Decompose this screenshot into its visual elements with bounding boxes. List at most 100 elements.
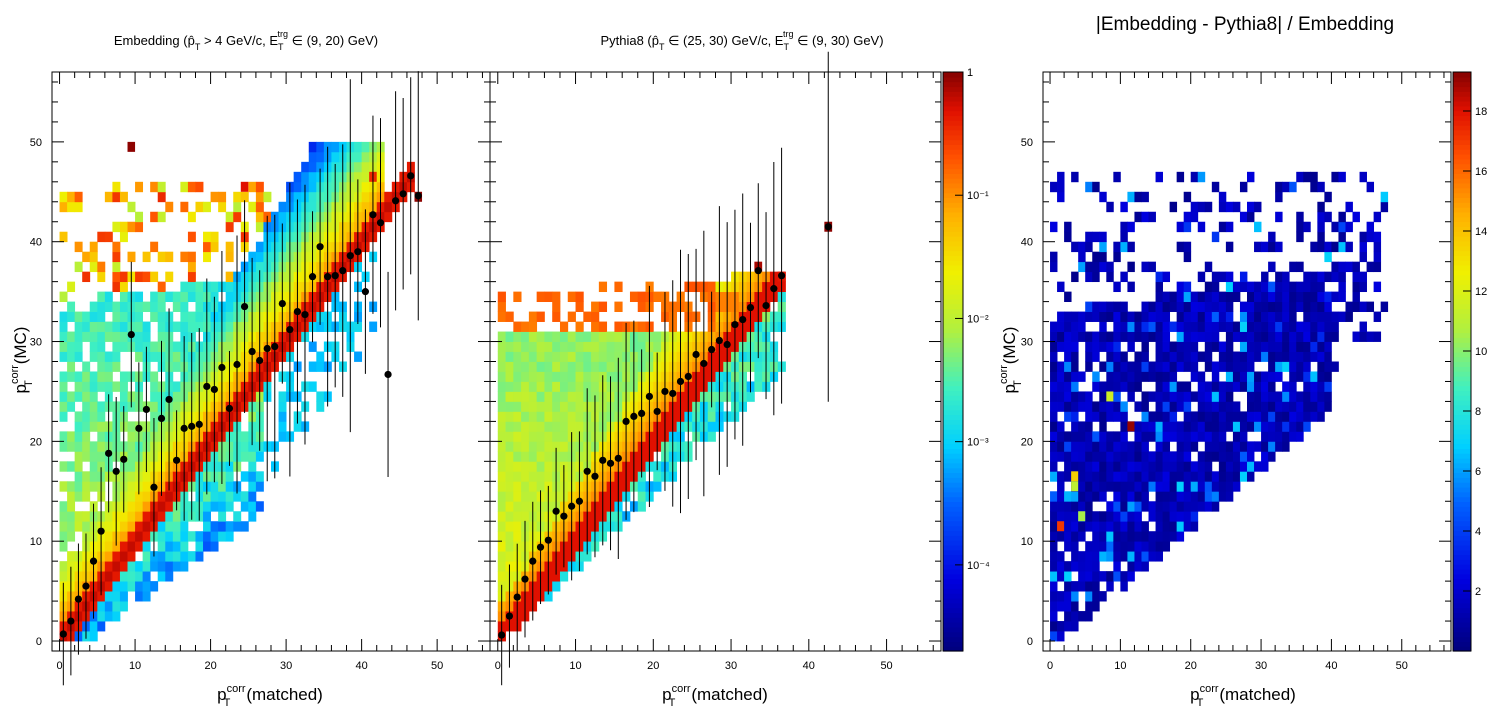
- heatmap-cell: [505, 431, 514, 442]
- ratio-cell: [1078, 461, 1086, 472]
- ratio-cell: [1155, 391, 1163, 402]
- ratio-cell: [1289, 261, 1297, 273]
- heatmap-cell: [59, 511, 68, 522]
- heatmap-cell: [104, 601, 113, 612]
- heatmap-cell: [505, 541, 514, 552]
- ratio-cell: [1127, 281, 1135, 293]
- heatmap-cell: [218, 201, 227, 213]
- ratio-cell: [1247, 421, 1255, 432]
- ratio-colorbar-band: [1453, 347, 1471, 353]
- ratio-cell: [1324, 251, 1332, 263]
- ratio-cell: [1092, 261, 1100, 273]
- heatmap-cell: [135, 271, 144, 283]
- ratio-cell: [1268, 411, 1276, 422]
- ratio-cell: [1268, 381, 1276, 392]
- ratio-cell: [1324, 391, 1332, 402]
- profile-point: [653, 407, 661, 416]
- ratio-cell: [1317, 311, 1325, 322]
- ratio-cell: [1176, 441, 1185, 452]
- ratio-cell: [1296, 291, 1304, 303]
- y-tick-label: 50: [1021, 137, 1033, 149]
- ratio-cell: [1078, 531, 1086, 542]
- heatmap-cell: [112, 571, 121, 582]
- heatmap-cell: [552, 301, 561, 312]
- heatmap-cell: [180, 201, 189, 213]
- ratio-cell: [1155, 401, 1163, 412]
- heatmap-cell: [74, 411, 83, 422]
- profile-point: [248, 347, 256, 356]
- heatmap-cell: [559, 571, 569, 582]
- ratio-cell: [1239, 431, 1248, 442]
- heatmap-cell: [74, 421, 83, 432]
- heatmap-cell: [528, 341, 538, 352]
- heatmap-cell: [278, 201, 287, 213]
- ratio-cell: [1268, 311, 1276, 322]
- ratio-cell: [1148, 371, 1156, 382]
- ratio-cell: [1148, 321, 1156, 332]
- pythia8-colorbar-tick-label: 1: [967, 67, 973, 79]
- heatmap-cell: [497, 401, 506, 412]
- ratio-cell: [1092, 531, 1100, 542]
- ratio-colorbar-band: [1453, 477, 1471, 483]
- heatmap-cell: [528, 401, 538, 412]
- ratio-cell: [1373, 261, 1382, 273]
- profile-point: [324, 273, 332, 281]
- heatmap-cell: [528, 461, 538, 472]
- ratio-cell: [1197, 171, 1206, 183]
- heatmap-cell: [513, 481, 522, 492]
- heatmap-cell: [165, 561, 174, 572]
- ratio-cell: [1106, 311, 1114, 322]
- profile-point: [233, 360, 241, 369]
- ratio-cell: [1141, 321, 1149, 332]
- ratio-cell: [1183, 401, 1192, 412]
- ratio-cell: [1324, 361, 1332, 372]
- ratio-cell: [1155, 451, 1163, 462]
- ratio-cell: [1239, 321, 1248, 332]
- heatmap-cell: [521, 321, 530, 332]
- heatmap-cell: [59, 191, 68, 203]
- ratio-cell: [1310, 411, 1318, 422]
- ratio-cell: [1373, 251, 1382, 263]
- ratio-cell: [1148, 211, 1156, 223]
- ratio-colorbar-band: [1453, 240, 1471, 247]
- ratio-cell: [1225, 321, 1234, 332]
- ratio-cell: [1141, 451, 1149, 462]
- ratio-cell: [1331, 241, 1339, 253]
- ratio-cell: [1218, 471, 1227, 482]
- ratio-cell: [1050, 451, 1058, 462]
- ratio-cell: [1099, 241, 1107, 253]
- ratio-cell: [1113, 451, 1121, 462]
- ratio-cell: [1204, 471, 1213, 482]
- pythia8-colorbar-band: [943, 168, 963, 174]
- heatmap-cell: [150, 211, 159, 223]
- pythia8-colorbar-band: [943, 72, 963, 78]
- ratio-cell: [1092, 511, 1100, 522]
- ratio-cell: [1113, 501, 1121, 512]
- heatmap-cell: [195, 291, 204, 303]
- ratio-cell: [1373, 231, 1382, 243]
- heatmap-cell: [536, 381, 545, 392]
- heatmap-cell: [536, 311, 545, 322]
- ratio-cell: [1071, 321, 1079, 332]
- embedding-y-label: pcorr T(MC): [9, 327, 35, 394]
- ratio-cell: [1197, 411, 1206, 422]
- ratio-cell: [1113, 251, 1121, 263]
- ratio-cell: [1261, 281, 1269, 293]
- ratio-cell: [1204, 391, 1213, 402]
- x-tick-label: 20: [204, 660, 216, 672]
- ratio-cell: [1085, 481, 1093, 492]
- ratio-cell: [1232, 361, 1241, 372]
- ratio-cell: [1296, 421, 1304, 432]
- heatmap-cell: [172, 381, 181, 392]
- heatmap-cell: [82, 371, 91, 382]
- ratio-cell: [1113, 491, 1121, 502]
- heatmap-cell: [82, 321, 91, 332]
- heatmap-cell: [505, 511, 514, 522]
- ratio-cell: [1134, 461, 1142, 472]
- ratio-cell: [1183, 441, 1192, 452]
- ratio-cell: [1127, 481, 1135, 492]
- ratio-cell: [1352, 271, 1360, 283]
- heatmap-cell: [301, 161, 310, 173]
- ratio-cell: [1162, 501, 1171, 512]
- ratio-cell: [1113, 391, 1121, 402]
